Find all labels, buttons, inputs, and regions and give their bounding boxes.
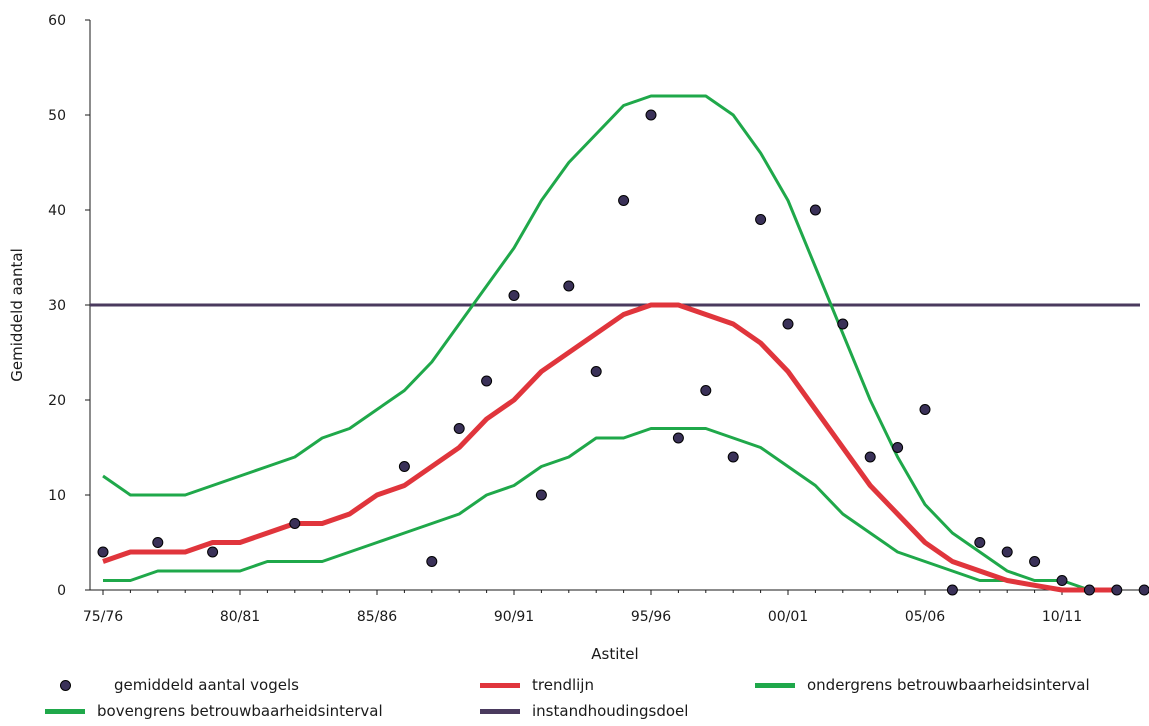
legend-item-goal: instandhoudingsdoel <box>480 702 688 720</box>
legend-label: bovengrens betrouwbaarheidsinterval <box>97 702 383 720</box>
y-tick-label: 50 <box>48 108 66 124</box>
data-point <box>864 451 876 463</box>
data-point <box>481 375 493 387</box>
data-point <box>1083 584 1095 596</box>
data-point <box>755 214 767 225</box>
x-tick-label: 05/06 <box>905 609 945 625</box>
y-tick-label: 60 <box>48 13 66 29</box>
data-point <box>563 280 575 292</box>
legend-label: instandhoudingsdoel <box>532 702 689 720</box>
data-point <box>919 404 931 415</box>
data-point <box>672 432 684 444</box>
data-point <box>97 546 109 558</box>
y-tick-label: 10 <box>48 488 66 504</box>
series-line-bovengrens-betrouwbaarheidsinterval <box>102 94 1117 592</box>
data-point <box>618 195 630 206</box>
y-tick-label: 20 <box>48 393 66 409</box>
data-point <box>1111 584 1123 596</box>
data-point <box>837 318 849 330</box>
legend-line-icon <box>45 708 85 714</box>
plot-area: 0 10 20 30 40 50 60 75/76 80/81 85/86 90/91 95/96 00… <box>48 13 1149 625</box>
data-point <box>590 366 602 377</box>
x-tick-label: 85/86 <box>357 609 397 625</box>
legend-line-icon <box>755 682 795 688</box>
y-tick-label: 30 <box>48 298 66 314</box>
y-axis-title: Gemiddeld aantal <box>8 248 26 382</box>
data-point <box>535 489 547 501</box>
chart: 0 10 20 30 40 50 60 75/76 80/81 85/86 90/91 95/96 00… <box>8 13 1149 663</box>
x-tick-label: 10/11 <box>1042 609 1082 625</box>
x-tick-label: 75/76 <box>83 609 123 625</box>
data-point <box>1138 584 1149 596</box>
legend-label: trendlijn <box>532 676 594 694</box>
data-point <box>207 546 219 558</box>
series-line-ondergrens-betrouwbaarheidsinterval <box>103 427 1117 592</box>
legend-line-icon <box>480 708 520 714</box>
data-point <box>1056 575 1068 586</box>
series-line-trendlijn <box>102 302 1117 593</box>
x-tick-label: 80/81 <box>220 609 260 625</box>
data-point <box>809 204 821 216</box>
x-axis-title: Astitel <box>591 645 638 663</box>
legend-item-points: gemiddeld aantal vogels <box>60 676 299 694</box>
data-point <box>289 518 301 529</box>
data-point <box>426 556 438 567</box>
data-point <box>946 584 958 596</box>
data-point <box>727 451 739 463</box>
data-point <box>398 461 410 472</box>
y-tick-label: 0 <box>57 583 66 599</box>
legend-label: ondergrens betrouwbaarheidsinterval <box>807 676 1090 694</box>
data-point <box>508 290 520 301</box>
data-point <box>782 318 794 330</box>
legend-item-lower: ondergrens betrouwbaarheidsinterval <box>755 676 1090 694</box>
x-tick-label: 95/96 <box>631 609 671 625</box>
data-point <box>645 109 657 121</box>
data-point <box>974 537 986 548</box>
x-tick-label: 00/01 <box>768 609 808 625</box>
data-point <box>1029 556 1041 567</box>
data-point <box>152 537 164 548</box>
data-point <box>892 442 904 453</box>
legend-item-trend: trendlijn <box>480 676 594 694</box>
legend: gemiddeld aantal vogels trendlijn onderg… <box>0 672 1149 726</box>
legend-line-icon <box>480 682 520 688</box>
data-point <box>1001 546 1013 558</box>
data-point <box>453 423 465 434</box>
legend-item-upper: bovengrens betrouwbaarheidsinterval <box>45 702 383 720</box>
legend-label: gemiddeld aantal vogels <box>114 676 299 694</box>
y-tick-label: 40 <box>48 203 66 219</box>
x-tick-label: 90/91 <box>494 609 534 625</box>
data-point <box>700 385 712 396</box>
legend-dot-icon <box>60 679 71 691</box>
